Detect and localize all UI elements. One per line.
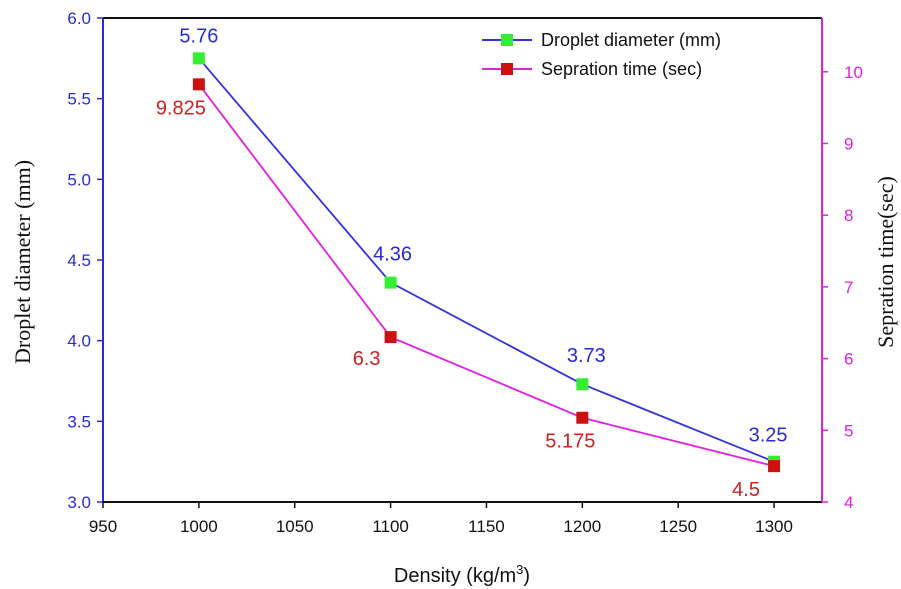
y2-tick-label: 7 <box>844 278 853 297</box>
data-point-sepration <box>576 411 589 424</box>
data-label-sepration: 6.3 <box>353 348 381 370</box>
y2-tick-label: 5 <box>844 421 853 440</box>
x-tick-label: 950 <box>89 517 117 536</box>
x-axis-title: Density (kg/m3) <box>394 562 530 587</box>
y-axis-title: Droplet diameter (mm) <box>10 160 35 364</box>
x-tick-label: 1250 <box>659 517 697 536</box>
y-tick-label: 3.0 <box>67 493 91 512</box>
data-label-droplet: 3.73 <box>567 345 606 367</box>
legend-marker-droplet <box>501 34 513 46</box>
data-label-sepration: 5.175 <box>545 431 595 453</box>
x-tick-label: 1000 <box>180 517 218 536</box>
y-tick-label: 4.5 <box>67 251 91 270</box>
data-point-droplet <box>576 378 589 391</box>
x-tick-label: 1050 <box>276 517 314 536</box>
y2-tick-label: 9 <box>844 134 853 153</box>
series-line-sepration <box>198 83 775 468</box>
x-axis-title-end: ) <box>523 565 530 587</box>
legend-label-sepration: Sepration time (sec) <box>541 59 702 79</box>
data-point-droplet <box>384 276 397 289</box>
y-tick-label: 4.0 <box>67 332 91 351</box>
data-label-droplet: 3.25 <box>749 425 788 447</box>
legend-label-droplet: Droplet diameter (mm) <box>541 30 721 50</box>
data-point-sepration <box>384 331 397 344</box>
data-point-sepration <box>192 78 205 91</box>
tick-labels: 3.0 3.5 4.0 4.5 5.0 5.5 6.0 4 5 6 7 8 9 10 950 1000 1050… <box>67 9 863 536</box>
y-tick-label: 5.0 <box>67 170 91 189</box>
series <box>192 52 781 473</box>
data-label-droplet: 4.36 <box>373 244 412 266</box>
y2-tick-label: 6 <box>844 350 853 369</box>
legend-marker-sepration <box>501 63 513 75</box>
series-line-droplet <box>198 57 775 463</box>
data-label-sepration: 9.825 <box>156 97 206 119</box>
data-label-droplet: 5.76 <box>179 25 218 47</box>
data-labels: 5.76 4.36 3.73 3.25 9.825 6.3 5.175 4.5 <box>156 25 788 501</box>
x-tick-label: 1100 <box>372 517 409 536</box>
y2-axis-title: Sepration time(sec) <box>873 176 898 348</box>
y-tick-label: 5.5 <box>67 90 91 109</box>
data-point-sepration <box>768 460 781 473</box>
y2-tick-label: 8 <box>844 206 853 225</box>
x-tick-label: 1300 <box>755 517 793 536</box>
x-tick-label: 1150 <box>468 517 505 536</box>
x-axis-title-sup: 3 <box>516 562 523 577</box>
y2-tick-label: 4 <box>844 493 853 512</box>
legend: Droplet diameter (mm) Sepration time (se… <box>482 30 721 79</box>
data-label-sepration: 4.5 <box>732 479 760 501</box>
data-point-droplet <box>192 52 205 65</box>
y-tick-label: 6.0 <box>67 9 91 28</box>
axes <box>97 17 828 508</box>
y2-tick-label: 10 <box>844 63 863 82</box>
x-axis-title-main: Density (kg/m <box>394 565 516 587</box>
x-tick-label: 1200 <box>563 517 601 536</box>
y-tick-label: 3.5 <box>67 412 91 431</box>
